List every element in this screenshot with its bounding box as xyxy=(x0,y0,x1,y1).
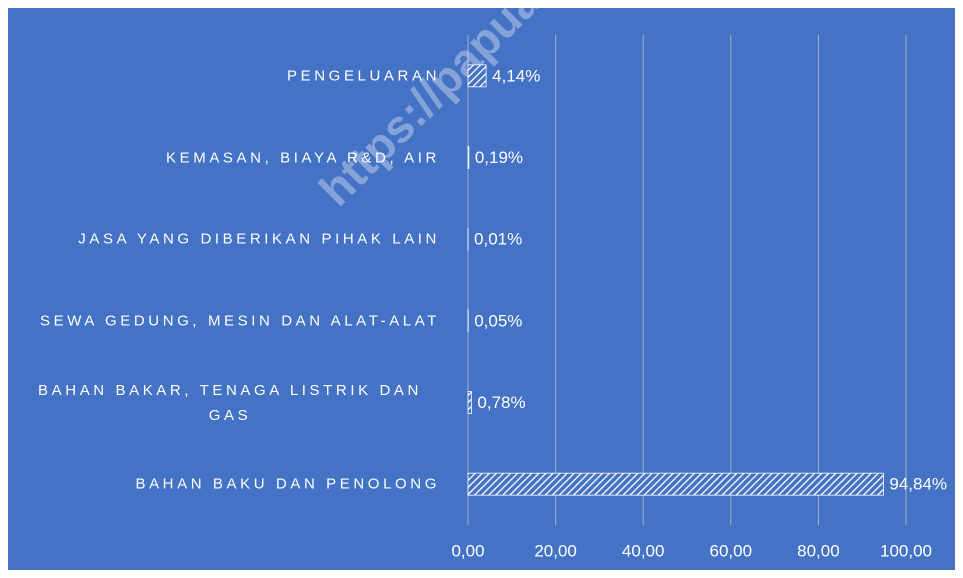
x-tick-label: 100,00 xyxy=(880,541,932,560)
y-tick-label: BAHAN BAKU DAN PENOLONG xyxy=(135,475,440,493)
category-label-box: BAHAN BAKU DAN PENOLONG xyxy=(8,472,440,497)
bar xyxy=(467,472,884,496)
bar xyxy=(467,391,472,414)
value-label: 0,01% xyxy=(474,230,522,249)
x-tick-label: 80,00 xyxy=(797,541,840,560)
category-label-box: SEWA GEDUNG, MESIN DAN ALAT-ALAT xyxy=(8,308,440,333)
value-label: 94,84% xyxy=(889,475,947,494)
y-tick-label: PENGELUARAN xyxy=(287,67,440,85)
category-label-box: KEMASAN, BIAYA R&D, AIR xyxy=(8,145,440,170)
value-label: 4,14% xyxy=(492,66,540,85)
x-tick-label: 20,00 xyxy=(534,541,577,560)
value-label: 0,05% xyxy=(474,311,522,330)
bar xyxy=(467,64,487,88)
y-tick-label: JASA YANG DIBERIKAN PIHAK LAIN xyxy=(78,230,440,248)
category-label-box: PENGELUARAN xyxy=(8,63,440,88)
category-label-box: BAHAN BAKAR, TENAGA LISTRIK DAN GAS xyxy=(8,378,440,428)
x-tick-label: 40,00 xyxy=(622,541,665,560)
value-label: 0,19% xyxy=(475,148,523,167)
y-tick-label: SEWA GEDUNG, MESIN DAN ALAT-ALAT xyxy=(40,312,440,330)
bar xyxy=(467,146,470,169)
y-tick-label: BAHAN BAKAR, TENAGA LISTRIK DAN GAS xyxy=(38,381,422,424)
x-tick-label: 0,00 xyxy=(451,541,484,560)
value-label: 0,78% xyxy=(477,393,525,412)
y-tick-label: KEMASAN, BIAYA R&D, AIR xyxy=(166,149,440,166)
x-tick-label: 60,00 xyxy=(710,541,753,560)
category-label-box: JASA YANG DIBERIKAN PIHAK LAIN xyxy=(8,227,440,252)
